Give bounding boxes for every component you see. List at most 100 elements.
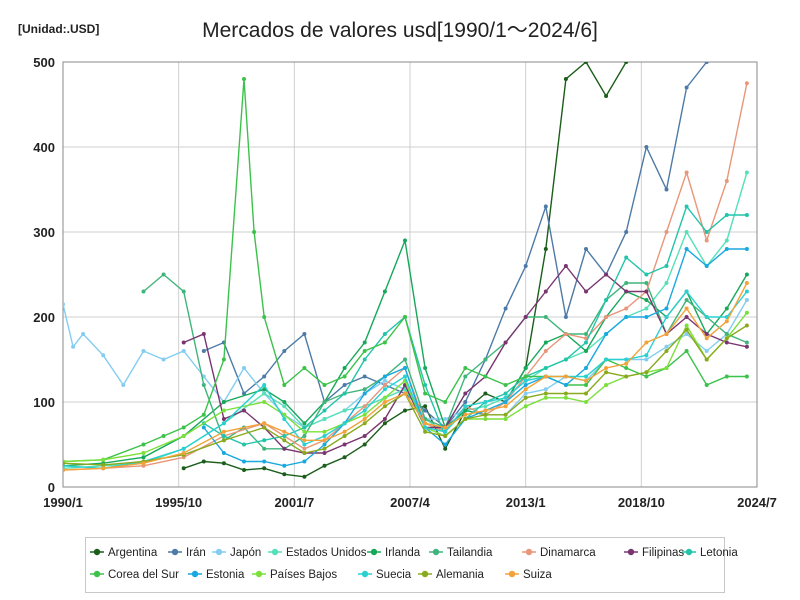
data-point — [262, 391, 267, 396]
data-point — [201, 425, 206, 430]
data-point — [262, 438, 267, 443]
data-point — [423, 408, 428, 413]
data-point — [423, 404, 428, 409]
data-point — [262, 374, 267, 379]
data-point — [342, 391, 347, 396]
data-point — [563, 264, 568, 268]
series-filipinas — [181, 264, 749, 455]
data-point — [141, 455, 146, 460]
data-point — [503, 412, 508, 417]
data-point — [342, 408, 347, 413]
data-point — [362, 434, 367, 438]
data-point — [443, 417, 448, 421]
series-layer — [63, 62, 749, 479]
data-point — [744, 374, 749, 379]
data-point — [221, 400, 226, 404]
data-point — [684, 315, 689, 319]
data-point — [382, 421, 387, 426]
legend-marker — [171, 548, 179, 556]
data-point — [563, 332, 568, 336]
data-point — [221, 421, 226, 426]
data-point — [604, 383, 609, 387]
data-point — [624, 281, 629, 285]
data-point — [342, 442, 347, 447]
legend-marker — [525, 548, 533, 556]
data-point — [362, 387, 367, 392]
y-tick-label: 400 — [33, 140, 55, 155]
data-point — [664, 281, 669, 285]
data-point — [282, 463, 287, 468]
data-point — [664, 230, 669, 234]
data-point — [604, 357, 609, 362]
data-point — [584, 289, 588, 294]
unit-label: [Unidad:.USD] — [18, 22, 100, 36]
legend-marker — [271, 548, 279, 556]
legend-item-alemania: Alemania — [418, 569, 485, 581]
data-point — [584, 374, 588, 379]
data-point — [644, 145, 649, 149]
series-dinamarca — [63, 81, 749, 472]
data-point — [423, 429, 428, 434]
legend-marker — [508, 570, 516, 578]
data-point — [201, 349, 206, 353]
data-point — [563, 391, 568, 396]
legend-label: Suiza — [523, 569, 552, 581]
legend-label: Irán — [186, 547, 206, 559]
data-point — [322, 400, 327, 404]
data-point — [403, 374, 407, 379]
legend-marker — [93, 570, 101, 578]
data-point — [403, 315, 407, 319]
data-point — [262, 400, 267, 404]
data-point — [242, 459, 246, 464]
data-point — [483, 404, 488, 409]
data-point — [744, 272, 749, 277]
data-point — [242, 442, 246, 447]
y-tick-label: 300 — [33, 225, 55, 240]
data-point — [423, 391, 428, 396]
data-point — [503, 340, 508, 345]
data-point — [221, 357, 226, 362]
data-point — [684, 323, 689, 328]
data-point — [443, 429, 448, 434]
data-point — [684, 204, 689, 209]
data-point — [181, 289, 186, 294]
data-point — [181, 451, 186, 455]
series-line-suecia — [63, 290, 748, 470]
series-line-iran — [203, 62, 708, 429]
data-point — [382, 404, 387, 409]
legend-item-iran: Irán — [168, 547, 206, 559]
legend-item-argentina: Argentina — [90, 547, 158, 559]
legend-label: Alemania — [436, 569, 485, 581]
y-tick-label: 0 — [48, 480, 55, 495]
legend-marker — [255, 570, 263, 578]
legend-label: Países Bajos — [270, 569, 337, 581]
data-point — [684, 327, 689, 332]
data-point — [604, 94, 609, 98]
data-point — [563, 315, 568, 319]
data-point — [101, 353, 106, 358]
data-point — [322, 408, 327, 413]
data-point — [423, 421, 428, 426]
data-point — [463, 366, 468, 370]
data-point — [443, 442, 448, 447]
data-point — [523, 374, 528, 379]
data-point — [543, 315, 548, 319]
legend-item-letonia: Letonia — [682, 547, 738, 559]
data-point — [362, 442, 367, 447]
data-point — [63, 468, 65, 472]
data-point — [704, 357, 709, 362]
data-point — [523, 404, 528, 409]
data-point — [282, 446, 287, 451]
data-point — [724, 336, 729, 341]
data-point — [503, 417, 508, 421]
plot-area — [62, 61, 758, 488]
data-point — [724, 213, 729, 217]
data-point — [644, 306, 649, 311]
data-point — [221, 451, 226, 455]
series-line-argentina — [183, 62, 627, 478]
data-point — [342, 383, 347, 387]
data-point — [302, 434, 307, 438]
data-point — [282, 404, 287, 409]
data-point — [724, 247, 729, 251]
data-point — [523, 264, 528, 268]
